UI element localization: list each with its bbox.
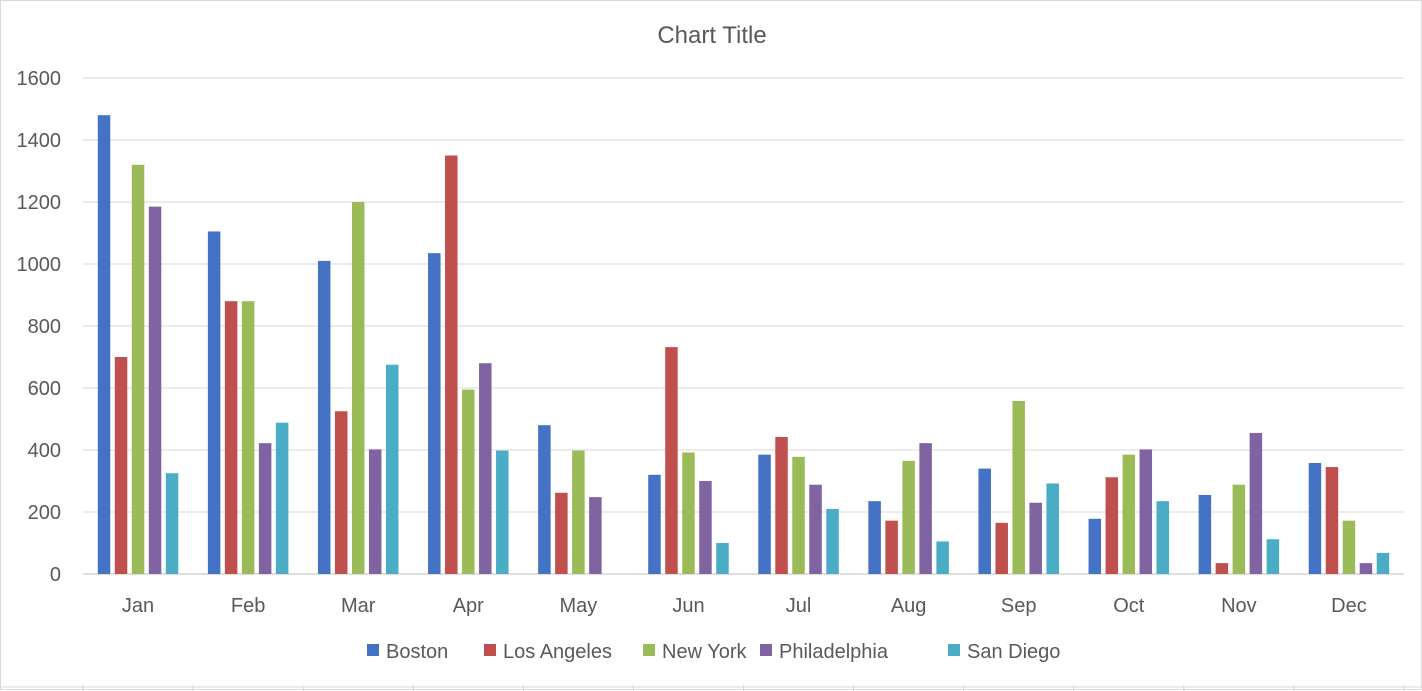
bar-san-diego-jul xyxy=(826,508,839,574)
x-tick-label: May xyxy=(559,595,597,617)
x-tick-label: Aug xyxy=(891,595,927,617)
legend-swatch-philadelphia xyxy=(760,644,772,656)
legend-label: Los Angeles xyxy=(503,641,612,663)
bar-new-york-jun xyxy=(682,452,695,574)
bar-boston-feb xyxy=(207,231,221,574)
bar-boston-jul xyxy=(758,454,771,574)
bar-new-york-jul xyxy=(792,456,805,574)
bar-los-angeles-aug xyxy=(885,520,898,574)
bar-san-diego-jan xyxy=(165,473,179,574)
bar-boston-oct xyxy=(1088,518,1102,574)
bar-los-angeles-sep xyxy=(995,522,1008,574)
bar-philadelphia-aug xyxy=(919,443,932,574)
bar-los-angeles-may xyxy=(555,492,568,574)
bar-philadelphia-dec xyxy=(1359,563,1373,574)
y-tick-label: 0 xyxy=(50,564,61,586)
y-tick-label: 800 xyxy=(28,316,61,338)
bar-new-york-apr xyxy=(462,389,475,574)
legend-swatch-los-angeles xyxy=(484,644,496,656)
bar-new-york-feb xyxy=(241,301,255,574)
bar-boston-jun xyxy=(648,474,661,574)
bar-los-angeles-apr xyxy=(445,155,458,574)
bar-los-angeles-jun xyxy=(665,347,678,574)
y-tick-label: 1000 xyxy=(17,254,62,276)
legend-swatch-san-diego xyxy=(948,644,960,656)
gridlines xyxy=(83,77,1404,575)
bar-new-york-nov xyxy=(1232,484,1246,574)
bar-philadelphia-jul xyxy=(809,484,822,574)
y-tick-label: 1200 xyxy=(17,192,62,214)
bar-philadelphia-oct xyxy=(1139,449,1153,574)
legend-label: San Diego xyxy=(967,641,1060,663)
x-tick-label: Jun xyxy=(672,595,704,617)
bar-san-diego-dec xyxy=(1376,552,1390,574)
legend-swatch-new-york xyxy=(643,644,655,656)
bar-boston-sep xyxy=(978,468,991,574)
bar-boston-nov xyxy=(1198,494,1212,574)
bars xyxy=(97,115,1390,575)
bar-philadelphia-nov xyxy=(1249,432,1263,574)
bar-philadelphia-jun xyxy=(699,481,712,574)
bar-new-york-jan xyxy=(131,164,145,575)
x-tick-label: Apr xyxy=(453,595,484,617)
bar-los-angeles-mar xyxy=(334,411,348,574)
x-tick-label: Mar xyxy=(341,595,376,617)
legend-swatch-boston xyxy=(367,644,379,656)
bar-boston-may xyxy=(538,425,551,574)
bar-boston-apr xyxy=(428,253,441,574)
legend: Boston Los Angeles New York Philadelphia San… xyxy=(367,641,1060,663)
bar-philadelphia-mar xyxy=(368,449,382,574)
bar-new-york-aug xyxy=(902,460,915,574)
bar-philadelphia-jan xyxy=(148,206,162,574)
bar-boston-mar xyxy=(317,260,331,574)
legend-label: Philadelphia xyxy=(779,641,889,663)
bar-boston-aug xyxy=(868,501,881,574)
x-tick-label: Sep xyxy=(1001,595,1037,617)
y-tick-label: 200 xyxy=(28,502,61,524)
bar-boston-jan xyxy=(97,115,111,574)
bar-los-angeles-jan xyxy=(114,357,128,574)
y-tick-label: 1600 xyxy=(17,68,62,90)
y-tick-label: 400 xyxy=(28,440,61,462)
y-axis-tick-labels: 0 200 400 600 800 1000 1200 1400 1600 xyxy=(17,68,62,586)
bar-san-diego-jun xyxy=(716,543,729,574)
bar-new-york-dec xyxy=(1342,520,1356,574)
bar-los-angeles-dec xyxy=(1325,467,1339,574)
bar-san-diego-aug xyxy=(936,541,949,574)
bar-san-diego-apr xyxy=(496,450,509,574)
x-tick-label: Jul xyxy=(786,595,812,617)
bar-san-diego-oct xyxy=(1156,501,1170,574)
x-tick-label: Jan xyxy=(122,595,154,617)
x-tick-label: Nov xyxy=(1221,595,1257,617)
bar-philadelphia-may xyxy=(589,497,602,574)
x-tick-label: Feb xyxy=(231,595,265,617)
bar-san-diego-nov xyxy=(1266,539,1280,574)
x-tick-label: Oct xyxy=(1113,595,1145,617)
bar-philadelphia-feb xyxy=(258,443,272,574)
bar-new-york-sep xyxy=(1012,401,1025,574)
legend-label: Boston xyxy=(386,641,448,663)
bar-philadelphia-apr xyxy=(479,363,492,574)
bar-san-diego-sep xyxy=(1046,483,1059,574)
bar-los-angeles-jul xyxy=(775,436,788,574)
bar-philadelphia-sep xyxy=(1029,502,1042,574)
bar-new-york-may xyxy=(572,450,585,574)
bar-san-diego-feb xyxy=(275,422,289,574)
y-tick-label: 1400 xyxy=(17,130,62,152)
x-tick-label: Dec xyxy=(1331,595,1367,617)
legend-label: New York xyxy=(662,641,747,663)
y-tick-label: 600 xyxy=(28,378,61,400)
bar-new-york-oct xyxy=(1122,454,1136,574)
chart-title: Chart Title xyxy=(657,22,766,49)
bar-los-angeles-oct xyxy=(1105,477,1119,574)
bar-san-diego-mar xyxy=(385,364,399,574)
bar-los-angeles-feb xyxy=(224,301,238,574)
bar-new-york-mar xyxy=(351,202,365,574)
x-axis: Jan Feb Mar Apr May Jun Jul Aug Sep Oct Nov Dec xyxy=(1,595,1422,691)
bar-los-angeles-nov xyxy=(1215,563,1229,574)
bar-boston-dec xyxy=(1308,463,1322,574)
